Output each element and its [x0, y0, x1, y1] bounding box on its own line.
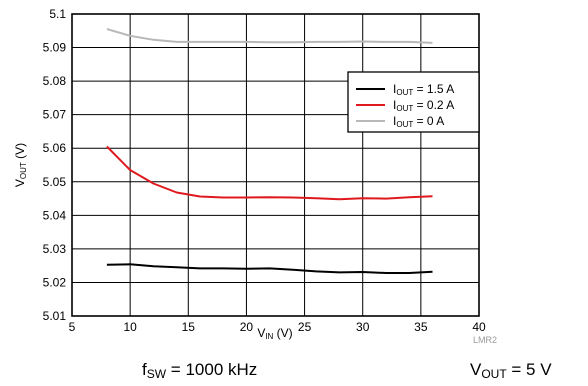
x-tick-25: 25 [298, 320, 312, 334]
y-tick-5.1: 5.1 [49, 7, 66, 21]
chart-watermark: LMR2 [473, 335, 497, 345]
y-tick-5.02: 5.02 [43, 275, 67, 289]
x-tick-40: 40 [472, 320, 486, 334]
y-tick-5.05: 5.05 [43, 175, 67, 189]
grid [71, 13, 480, 317]
series-iout-0a-line [106, 28, 433, 44]
x-tick-30: 30 [356, 320, 370, 334]
legend-label-iout-0a: IOUT = 0 A [393, 114, 444, 129]
legend-label-iout-0.2a: IOUT = 0.2 A [393, 98, 454, 113]
legend-label-iout-1.5a: IOUT = 1.5 A [393, 82, 454, 97]
x-tick-15: 15 [182, 320, 196, 334]
plot-frame [71, 13, 480, 317]
y-tick-5.07: 5.07 [43, 108, 67, 122]
switching-frequency-caption: fSW = 1000 kHz [142, 360, 258, 381]
y-tick-labels: 5.01 5.02 5.03 5.04 5.05 5.06 5.07 5.08 5.09 5.1 [43, 7, 67, 323]
y-axis-label: VOUT (V) [13, 143, 28, 187]
output-voltage-caption: VOUT = 5 V [470, 360, 552, 381]
series-lines [106, 28, 433, 274]
x-tick-20: 20 [240, 320, 254, 334]
y-tick-5.03: 5.03 [43, 242, 67, 256]
y-tick-5.09: 5.09 [43, 41, 67, 55]
y-tick-5.08: 5.08 [43, 74, 67, 88]
x-tick-10: 10 [123, 320, 137, 334]
vout-vs-vin-chart: 5 10 15 20 25 30 35 40 5.01 5.02 5.03 5.04 5.05 5.06… [13, 7, 497, 345]
x-tick-labels: 5 10 15 20 25 30 35 40 [69, 320, 486, 334]
y-tick-5.04: 5.04 [43, 208, 67, 222]
x-tick-5: 5 [69, 320, 76, 334]
legend: IOUT = 1.5 A IOUT = 0.2 A IOUT = 0 A [347, 71, 480, 133]
x-tick-35: 35 [414, 320, 428, 334]
x-axis-label: VIN (V) [257, 326, 292, 341]
y-tick-5.06: 5.06 [43, 141, 67, 155]
y-tick-5.01: 5.01 [43, 309, 67, 323]
series-iout-0.2a-line [106, 145, 433, 201]
series-iout-1.5a-line [106, 263, 433, 274]
